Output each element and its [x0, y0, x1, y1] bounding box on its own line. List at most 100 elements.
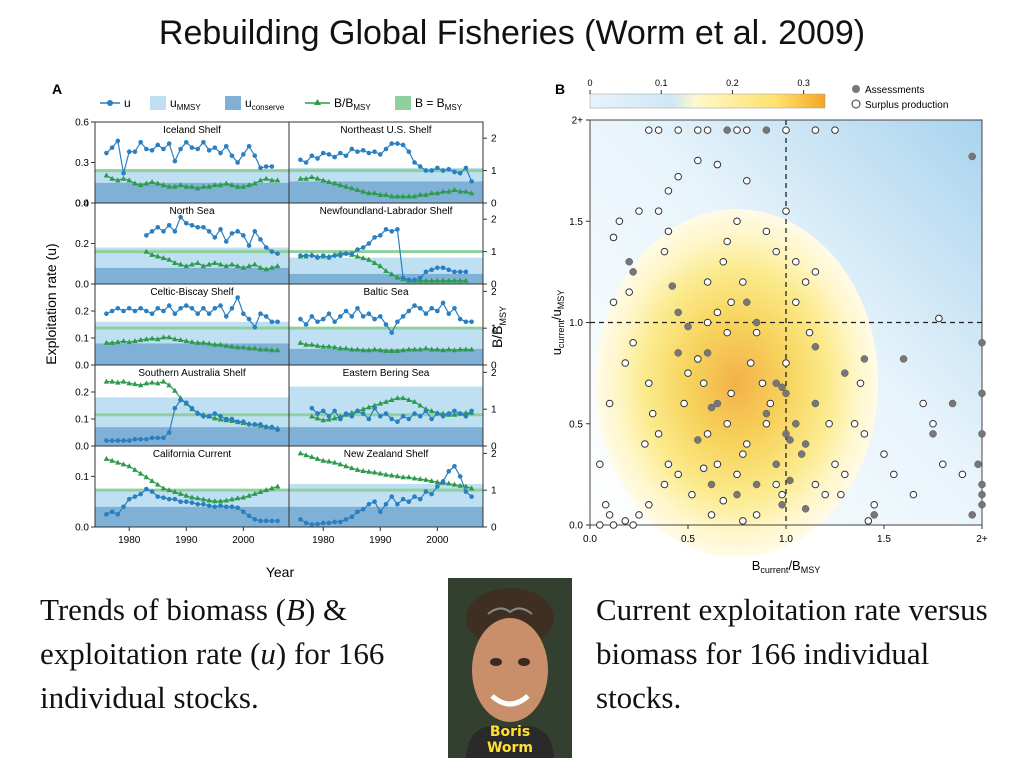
u-point [269, 164, 275, 169]
bbmsy-point [406, 396, 412, 402]
u-point [201, 306, 206, 311]
legend-surplus-label: Surplus production [865, 100, 948, 111]
u-point [166, 303, 172, 308]
assessment-point [899, 355, 908, 363]
assessment-point [978, 501, 986, 509]
u-point [332, 519, 337, 525]
surplus-point [674, 126, 682, 134]
y2-tick-label: 1 [491, 486, 497, 497]
surplus-point [645, 126, 653, 134]
assessment-point [978, 389, 986, 398]
u-point [235, 295, 240, 300]
x-tick-label: 2000 [426, 535, 449, 546]
u-point [383, 322, 389, 327]
bbmsy-point [463, 277, 469, 283]
u-point [138, 491, 143, 497]
subpanel: Iceland Shelf 0.0 0.3 0.6 [75, 118, 290, 210]
assessment-point [694, 436, 702, 444]
u-point [161, 435, 166, 441]
surplus-point [890, 470, 898, 479]
x-tick-label: 1.5 [877, 534, 891, 545]
u-point [400, 142, 406, 148]
surplus-point [615, 217, 624, 226]
u-point [166, 430, 172, 435]
bbmsy-point [331, 459, 338, 465]
assessment-point [707, 480, 716, 489]
bbmsy-point [149, 178, 155, 184]
bbmsy-point [223, 180, 230, 186]
bbmsy-point [172, 183, 178, 189]
bbmsy-point [406, 474, 412, 480]
u-point [223, 416, 229, 422]
bbmsy-point [366, 404, 372, 410]
bbmsy-point [223, 263, 230, 269]
surplus-point [811, 268, 820, 276]
bbmsy-point [160, 334, 167, 340]
u-point [320, 520, 326, 526]
bbmsy-point [223, 342, 230, 348]
bbmsy-point [194, 339, 201, 345]
subpanel: New Zealand Shelf 0 1 2 1980 1990 2000 [288, 445, 497, 546]
u-point [183, 499, 189, 504]
u-point [195, 225, 201, 230]
u-point [246, 513, 252, 519]
u-point [457, 316, 463, 322]
subpanel: Southern Australia Shelf 0.0 0.1 0.2 [75, 364, 290, 453]
bbmsy-point [394, 395, 401, 401]
u-point [338, 150, 343, 156]
bbmsy-point [457, 277, 463, 283]
assessment-point [782, 389, 790, 398]
bbmsy-point [217, 416, 224, 422]
surplus-point [635, 511, 643, 519]
u-point [195, 501, 201, 507]
u-point [109, 308, 115, 314]
bbmsy-point [160, 255, 167, 261]
u-point [372, 499, 377, 504]
surplus-point [762, 227, 771, 236]
u-point [155, 494, 161, 499]
u-point [212, 504, 218, 510]
bbmsy-point [177, 490, 184, 496]
bbmsy-point [366, 347, 372, 353]
bbmsy-point [246, 492, 252, 498]
u-point [189, 145, 195, 150]
u-point [457, 474, 463, 479]
bbmsy-point [445, 277, 452, 283]
u-point [435, 265, 440, 271]
bbmsy-point [257, 489, 264, 495]
bbmsy-point [137, 336, 144, 342]
bbmsy-point [428, 346, 435, 352]
bbmsy-point [263, 346, 269, 352]
assessment-point [752, 318, 761, 327]
bbmsy-point [445, 480, 452, 486]
bbmsy-point [269, 347, 275, 353]
u-point [252, 229, 258, 234]
bbmsy-point [240, 344, 247, 350]
bbmsy-point [417, 346, 424, 352]
u-point [149, 311, 155, 316]
u-point [246, 316, 252, 322]
assessment-point [968, 511, 976, 519]
u-point [269, 249, 275, 254]
bbmsy-point [360, 347, 366, 353]
bbmsy-point [457, 346, 463, 352]
subpanel-title: Eastern Bering Sea [343, 368, 430, 379]
x-tick-label: 2000 [232, 535, 255, 546]
bbmsy-point [206, 261, 212, 267]
surplus-point [629, 521, 637, 529]
u-point [360, 148, 366, 153]
assessment-point [974, 460, 982, 468]
u-point [218, 227, 223, 232]
u-point [423, 269, 429, 275]
surplus-point [733, 217, 741, 226]
y2-tick-label: 0 [491, 280, 497, 291]
y-tick-label: 0.1 [75, 415, 89, 426]
bbmsy-point [172, 387, 178, 393]
bbmsy-point [120, 461, 127, 467]
u-point [349, 314, 355, 319]
subpanel-title: Northeast U.S. Shelf [340, 125, 431, 136]
u-point [349, 414, 355, 419]
u-point [395, 141, 400, 146]
u-point [201, 501, 206, 507]
u-point [178, 306, 183, 311]
